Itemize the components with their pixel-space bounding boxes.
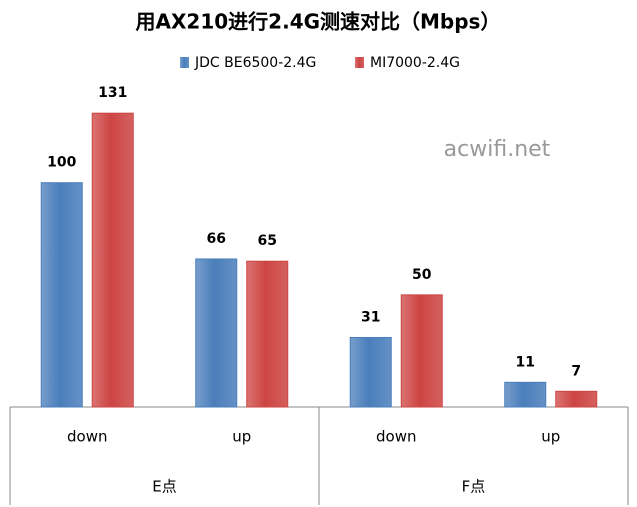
- bar: [246, 260, 289, 408]
- x-tick-label: up: [232, 428, 251, 446]
- bar: [91, 112, 134, 408]
- watermark: acwifi.net: [444, 137, 551, 162]
- value-label: 100: [47, 155, 76, 171]
- bar: [349, 336, 392, 408]
- x-tick-label: down: [67, 428, 107, 446]
- value-label: 7: [571, 363, 581, 379]
- bar: [195, 258, 238, 408]
- value-label: 66: [207, 231, 226, 247]
- value-label: 131: [98, 85, 127, 101]
- bar: [400, 294, 443, 408]
- value-label: 50: [412, 267, 432, 283]
- value-label: 31: [361, 309, 380, 325]
- group-label: F点: [462, 478, 486, 496]
- value-label: 11: [516, 354, 535, 370]
- bar: [504, 381, 547, 408]
- bar: [555, 390, 598, 408]
- x-tick-label: down: [376, 428, 416, 446]
- chart-title: 用AX210进行2.4G测速对比（Mbps）: [136, 10, 501, 34]
- x-tick-label: up: [541, 428, 560, 446]
- legend-swatch: [355, 57, 364, 68]
- group-label: E点: [152, 478, 176, 496]
- value-label: 65: [258, 233, 277, 249]
- bar: [40, 182, 83, 408]
- legend-swatch: [180, 57, 189, 68]
- legend-label: MI7000-2.4G: [370, 55, 460, 71]
- legend-label: JDC BE6500-2.4G: [194, 55, 316, 71]
